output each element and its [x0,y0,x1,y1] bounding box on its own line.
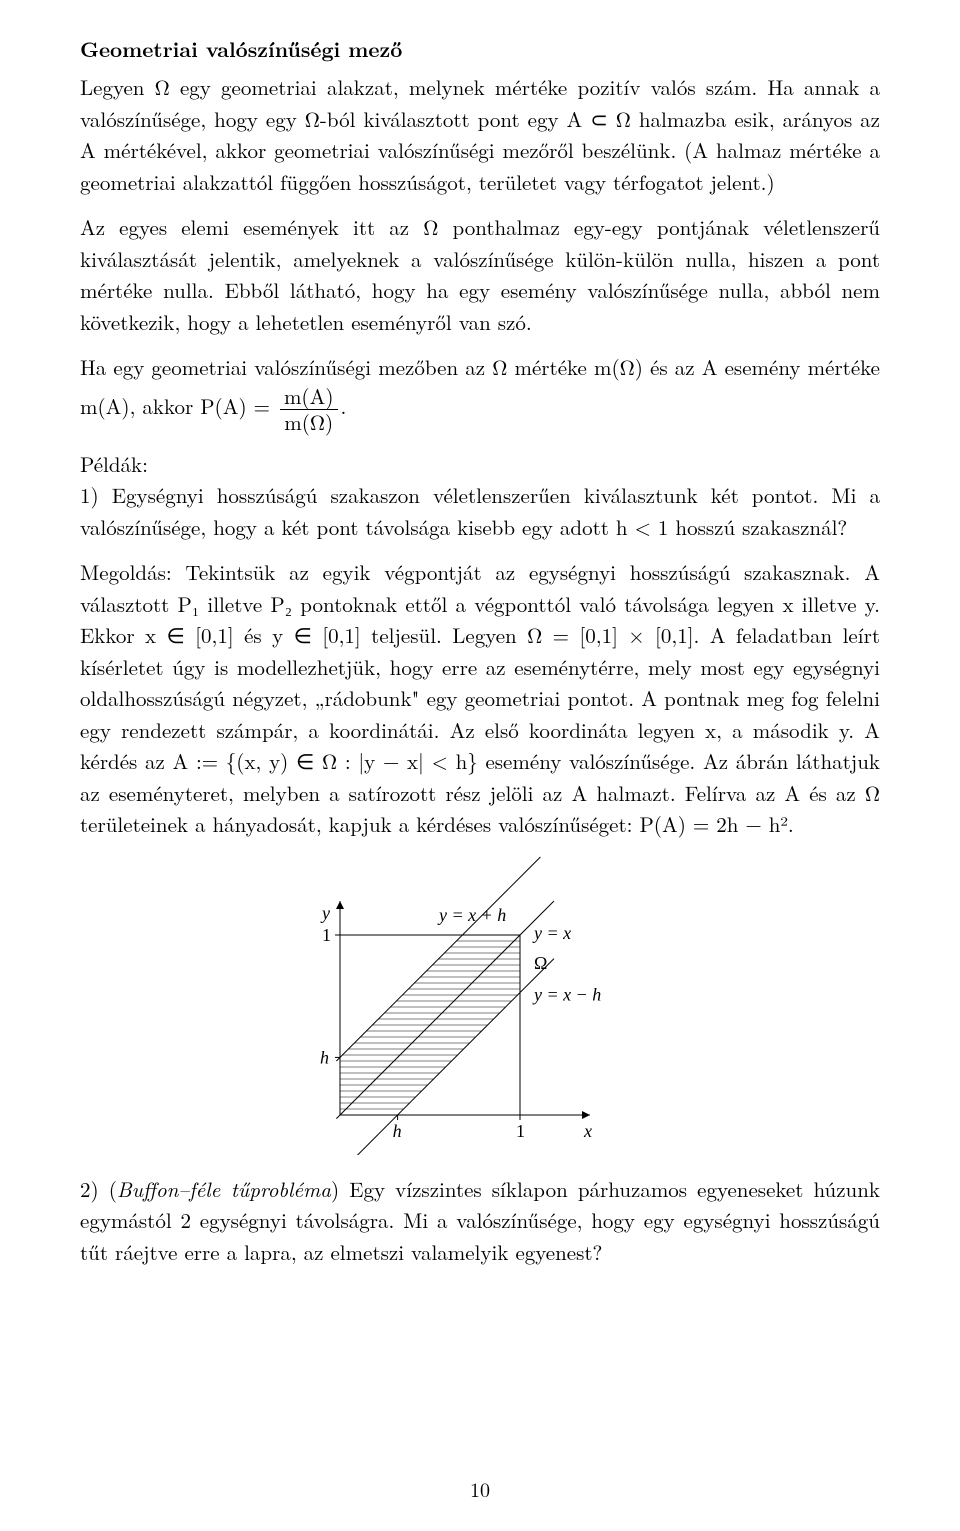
fraction-denominator: m(Ω) [280,410,338,435]
fraction-numerator: m(A) [280,384,338,410]
para-formula: Ha egy geometriai valószínűségi mezőben … [80,352,880,435]
example-2: 2) (Buffon–féle tűprobléma) Egy vízszint… [80,1174,880,1269]
formula-fraction: m(A) m(Ω) [280,384,338,435]
svg-text:y = x + h: y = x + h [437,905,506,925]
svg-text:y = x: y = x [532,923,571,943]
svg-text:x: x [583,1121,592,1141]
para-definition: Legyen Ω egy geometriai alakzat, melynek… [80,72,880,198]
svg-text:y: y [320,903,330,923]
solution-1: Megoldás: Tekintsük az egyik végpontját … [80,557,880,841]
examples-label: Példák: [80,449,880,481]
page-number: 10 [0,1474,960,1503]
svg-text:1: 1 [516,1121,525,1141]
svg-text:1: 1 [322,925,331,945]
svg-text:h: h [320,1047,329,1067]
formula-pre: Ha egy geometriai valószínűségi mezőben … [80,352,880,421]
ex2-title: Buffon–féle tűprobléma [117,1174,331,1204]
svg-text:Ω: Ω [534,953,547,973]
diagram-container: y1hx1hy = x + hy = xy = x − hΩ [80,855,880,1160]
section-heading: Geometriai valószínűségi mező [80,34,880,64]
svg-text:y = x − h: y = x − h [532,984,601,1004]
svg-text:h: h [393,1121,402,1141]
para-remark: Az egyes elemi események itt az Ω pontha… [80,212,880,338]
geometry-diagram: y1hx1hy = x + hy = xy = x − hΩ [270,855,690,1155]
example-1: 1) Egységnyi hosszúságú szakaszon véletl… [80,480,880,543]
formula-post: . [341,391,347,421]
ex2-pre: 2) ( [80,1174,117,1204]
